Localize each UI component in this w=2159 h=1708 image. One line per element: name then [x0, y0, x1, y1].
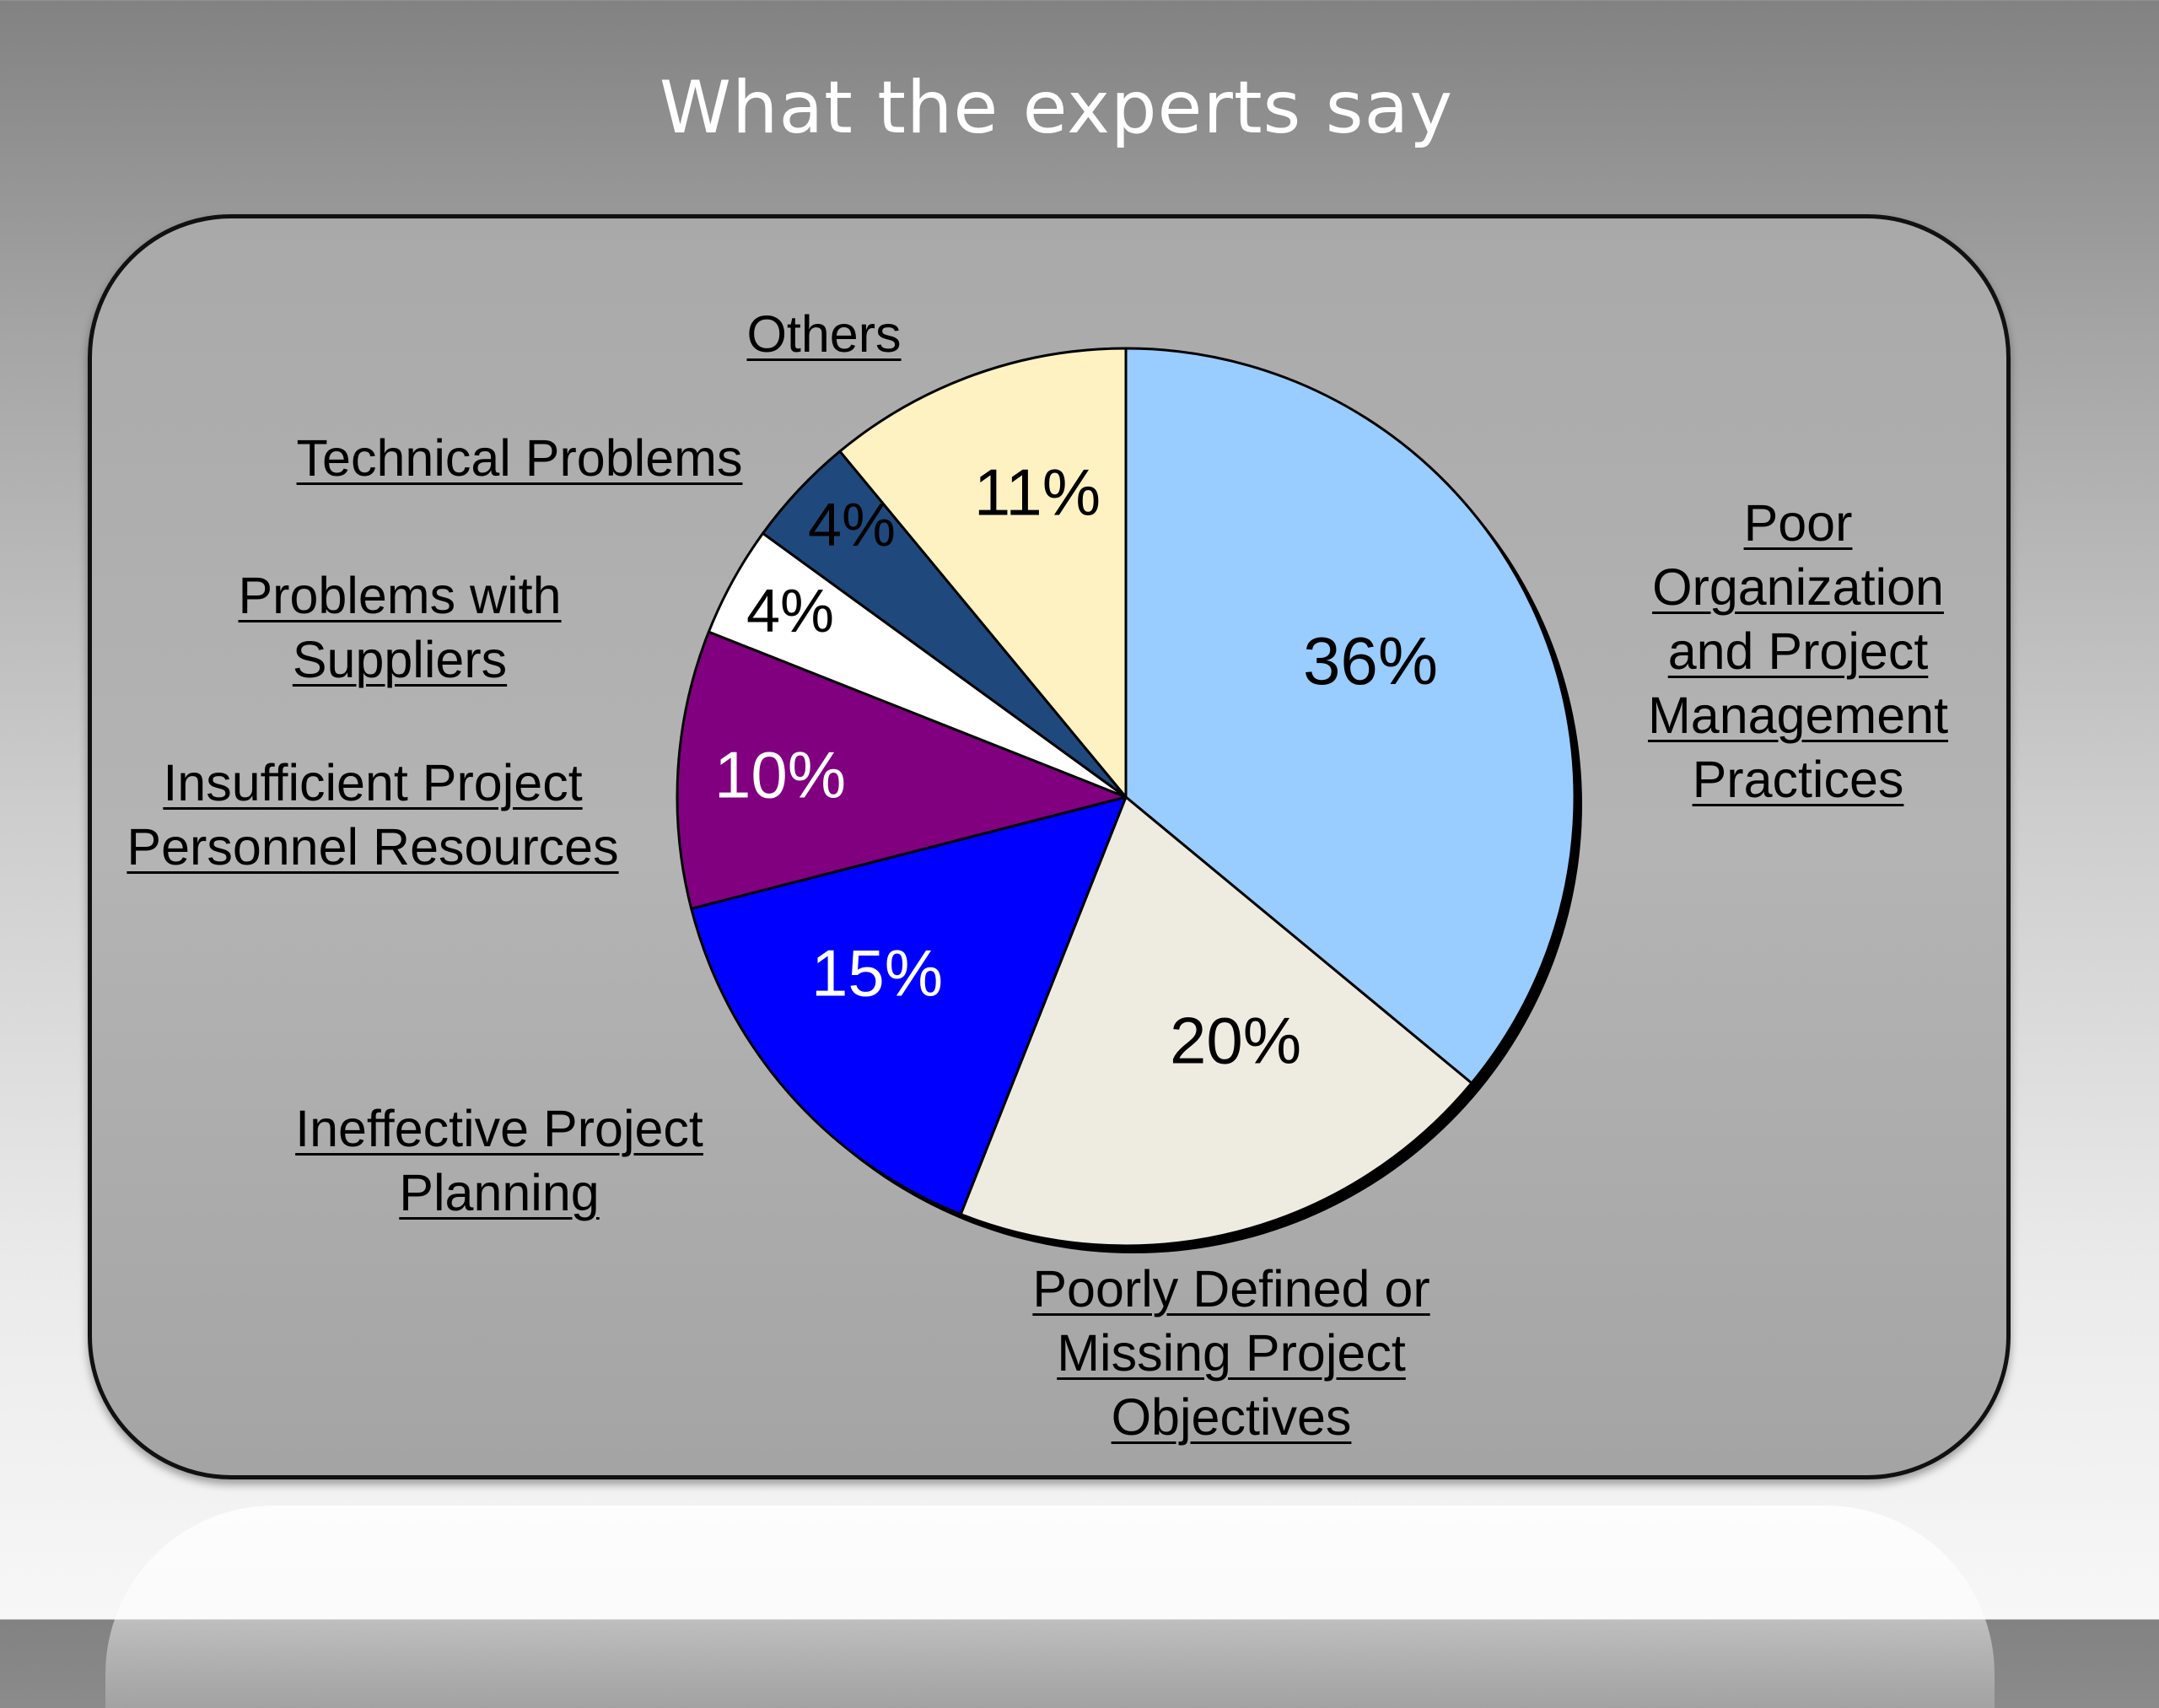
data-label-insufficient-personnel: 10% — [714, 738, 846, 812]
slide-title: What the experts say — [659, 66, 1454, 150]
category-label-ineffective-planning: Ineffective Project Planning — [295, 1096, 703, 1225]
data-label-ineffective-planning: 15% — [811, 936, 943, 1010]
data-label-poorly-defined-objectives: 20% — [1170, 1004, 1301, 1078]
category-label-line: Others — [746, 305, 902, 363]
data-label-poor-organization: 36% — [1303, 623, 1438, 698]
category-label-line: Organization — [1652, 558, 1944, 616]
category-label-line: Ineffective Project — [295, 1100, 703, 1157]
data-label-technical-problems: 4% — [808, 492, 896, 559]
category-label-line: Personnel Resources — [127, 818, 619, 876]
pie-slice-poorly-defined-objectives — [959, 795, 1473, 1247]
category-label-line: Planning — [399, 1164, 600, 1221]
category-label-line: Missing Project — [1057, 1324, 1406, 1382]
category-label-line: Suppliers — [292, 631, 508, 688]
category-label-line: Problems with — [238, 567, 562, 624]
pie-slice-ineffective-planning — [690, 795, 1128, 1216]
pie-slice-poor-organization — [1124, 347, 1576, 1085]
category-label-line: Technical Problems — [296, 429, 743, 487]
category-label-line: Management — [1647, 687, 1949, 744]
category-label-line: Poor — [1743, 494, 1853, 552]
category-label-poor-organization: Poor Organization and Project Management Pra… — [1648, 491, 1948, 811]
category-label-line: and Project — [1667, 622, 1929, 680]
category-label-others: Others — [746, 302, 901, 366]
data-label-supplier-problems: 4% — [746, 578, 834, 645]
category-label-supplier-problems: Problems with Suppliers — [238, 563, 561, 692]
data-label-others: 11% — [974, 455, 1101, 530]
category-label-line: Insufficient Project — [163, 754, 583, 811]
pie-slice-others — [838, 347, 1128, 799]
pie-slice-insufficient-personnel — [676, 630, 1128, 910]
category-label-insufficient-personnel: Insufficient Project Personnel Resources — [127, 751, 618, 879]
category-label-poorly-defined-objectives: Poorly Defined or Missing Project Objectiv… — [1032, 1257, 1429, 1449]
category-label-line: Practices — [1692, 751, 1904, 808]
category-label-technical-problems: Technical Problems — [297, 426, 743, 490]
pie-chart: 36% 20% 15% 10% 4% 4% 11% — [676, 347, 1582, 1253]
category-label-line: Poorly Defined or — [1032, 1260, 1430, 1317]
category-label-line: Objectives — [1111, 1388, 1352, 1446]
